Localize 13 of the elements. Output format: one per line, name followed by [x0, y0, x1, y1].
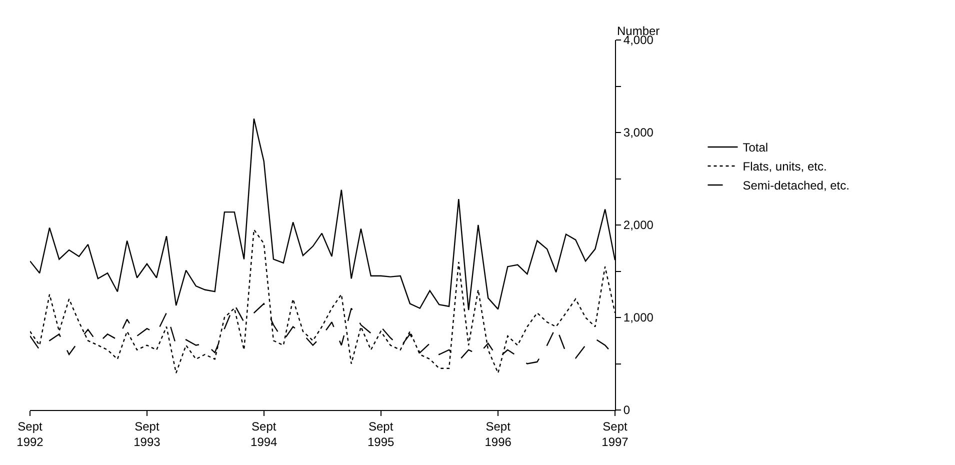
x-tick-label: Sept 1996 — [484, 419, 512, 449]
x-tick-label: Sept 1992 — [16, 419, 44, 449]
legend-label: Total — [742, 140, 768, 155]
x-tick-label: Sept 1993 — [134, 419, 161, 449]
y-tick-label: 1,000 — [623, 310, 654, 325]
y-tick-label: 2,000 — [623, 218, 654, 232]
y-tick-label: 0 — [623, 403, 630, 418]
legend-label: Flats, units, etc. — [742, 160, 827, 174]
y-tick-label: 3,000 — [623, 126, 654, 140]
legend-label: Semi-detached, etc. — [742, 178, 850, 193]
x-tick-label: Sept 1995 — [367, 419, 394, 449]
x-tick-label: Sept 1997 — [602, 419, 629, 449]
x-tick-label: Sept 1994 — [250, 419, 278, 449]
